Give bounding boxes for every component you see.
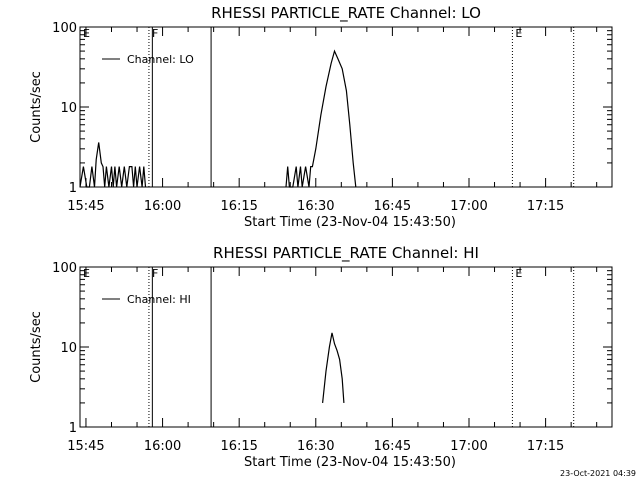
- x-tick-label: 16:30: [297, 199, 334, 214]
- hi-channel-panel: RHESSI PARTICLE_RATE Channel: HI 1 10 100 Co…: [29, 244, 613, 470]
- y-tick-label: 10: [60, 341, 77, 356]
- x-tick-label: 16:00: [144, 439, 181, 454]
- plot-frame: [79, 26, 613, 188]
- plot-frame: [79, 266, 613, 428]
- event-marker-label: E: [515, 267, 522, 280]
- y-tick-label: 100: [52, 261, 77, 276]
- y-tick-label: 10: [60, 101, 77, 116]
- x-tick-label: 15:45: [67, 439, 104, 454]
- footer-timestamp: 23-Oct-2021 04:39: [560, 469, 636, 478]
- chart-title: RHESSI PARTICLE_RATE Channel: HI: [213, 244, 479, 263]
- y-tick-label: 100: [52, 21, 77, 36]
- event-marker-label: E: [515, 27, 522, 40]
- x-tick-label: 16:15: [220, 439, 257, 454]
- lo-channel-panel: RHESSI PARTICLE_RATE Channel: LO 1 10 100 Co…: [29, 4, 613, 230]
- y-tick-label: 1: [69, 181, 77, 196]
- y-axis-label: Counts/sec: [29, 311, 44, 383]
- series-line: [285, 49, 357, 188]
- x-tick-label: 17:00: [450, 199, 487, 214]
- x-tick-label: 16:15: [220, 199, 257, 214]
- x-axis-label: Start Time (23-Nov-04 15:43:50): [244, 455, 456, 470]
- series-line: [79, 142, 147, 188]
- y-tick-label: 1: [69, 421, 77, 436]
- x-axis-label: Start Time (23-Nov-04 15:43:50): [244, 215, 456, 230]
- x-tick-label: 15:45: [67, 199, 104, 214]
- x-tick-label: 16:45: [374, 439, 411, 454]
- event-marker-label: F: [152, 267, 158, 280]
- x-tick-label: 17:00: [450, 439, 487, 454]
- event-marker-label: E: [83, 267, 90, 280]
- legend-label: Channel: LO: [127, 53, 194, 66]
- legend-label: Channel: HI: [127, 293, 191, 306]
- x-tick-label: 16:30: [297, 439, 334, 454]
- event-marker-label: E: [83, 27, 90, 40]
- y-axis-label: Counts/sec: [29, 71, 44, 143]
- x-tick-label: 16:45: [374, 199, 411, 214]
- x-tick-label: 17:15: [527, 439, 564, 454]
- chart-title: RHESSI PARTICLE_RATE Channel: LO: [211, 4, 481, 23]
- series-line: [322, 332, 345, 403]
- event-marker-label: F: [152, 27, 158, 40]
- x-tick-label: 17:15: [527, 199, 564, 214]
- x-tick-label: 16:00: [144, 199, 181, 214]
